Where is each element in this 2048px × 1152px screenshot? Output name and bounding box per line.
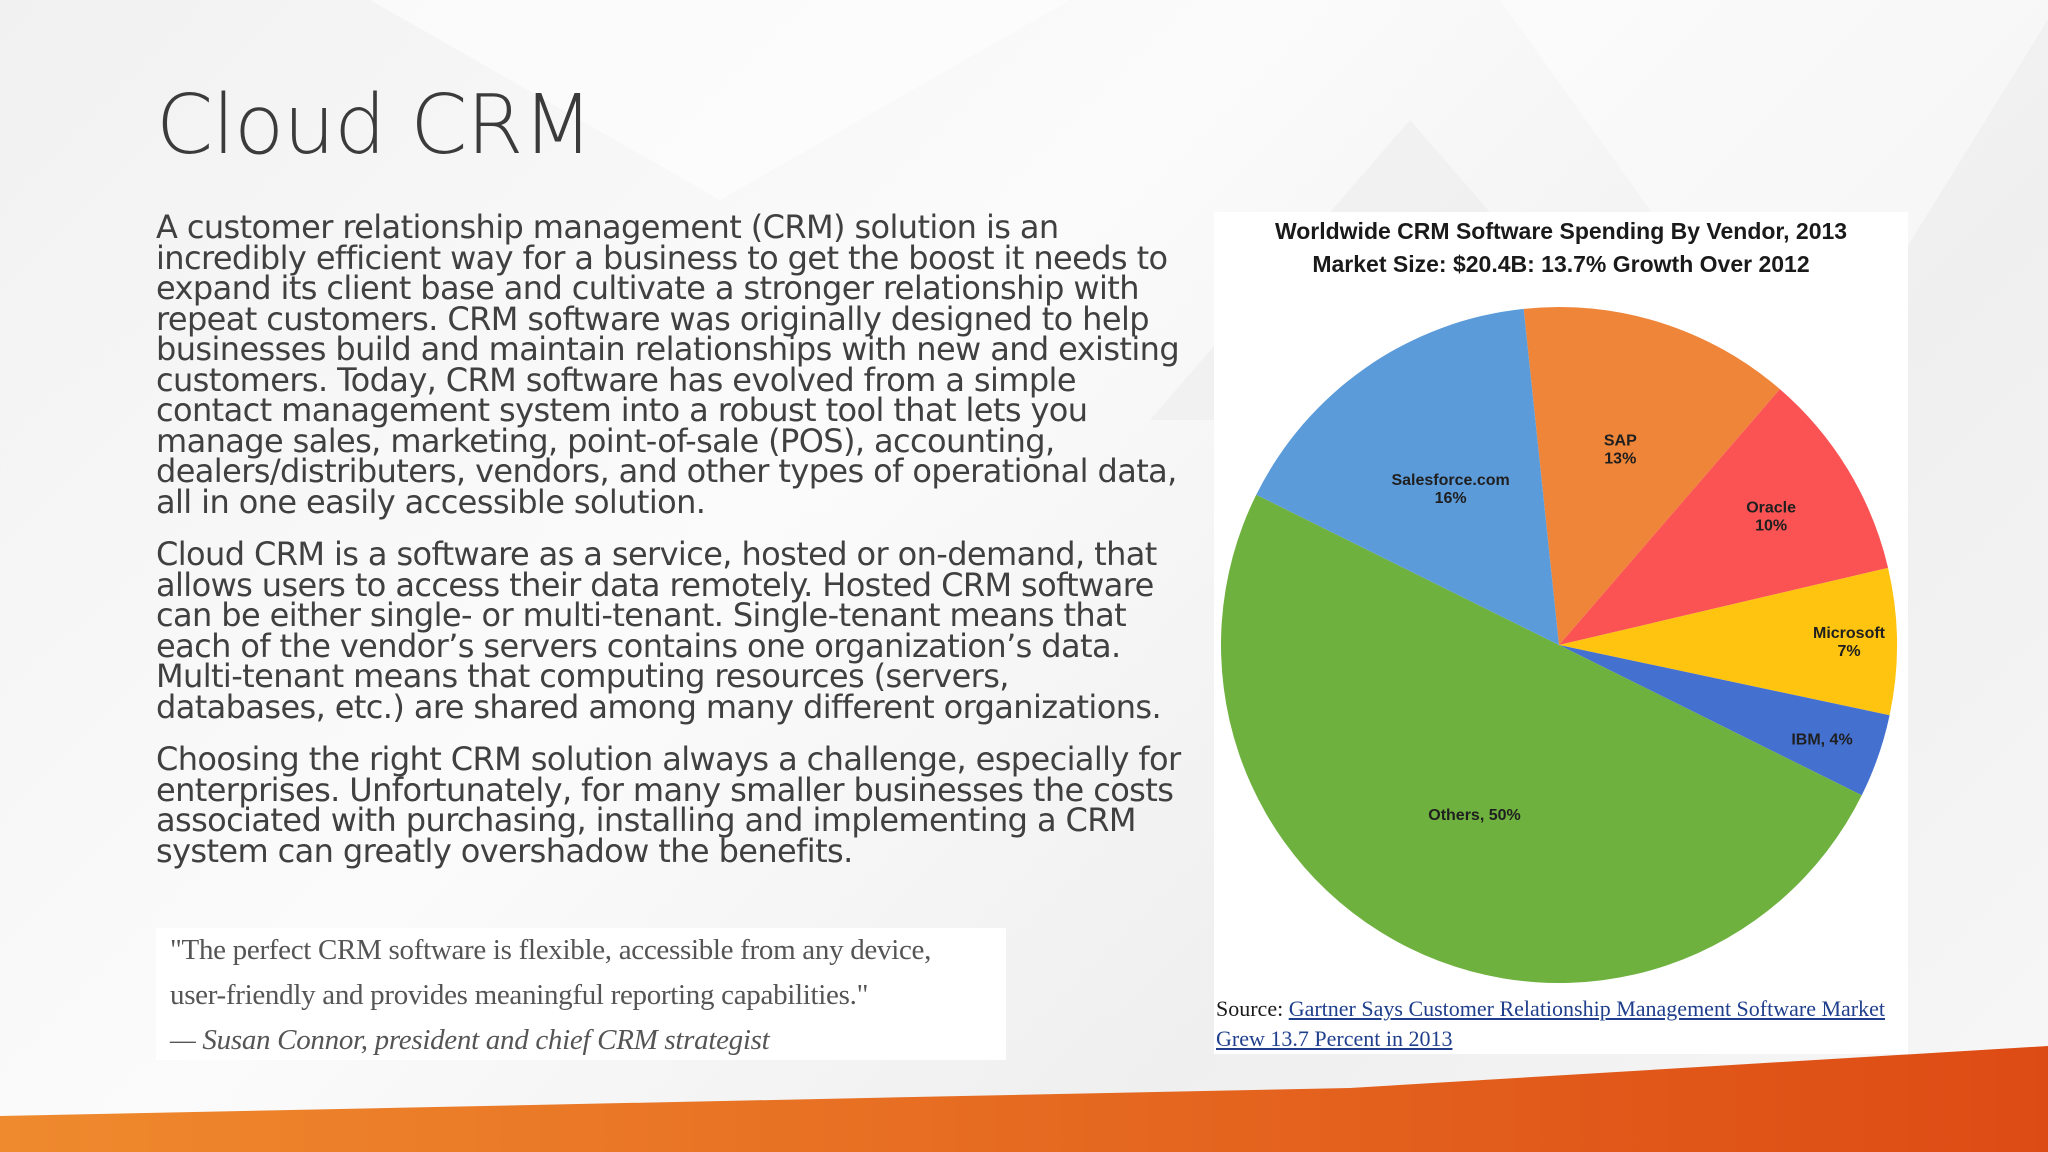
source-prefix: Source:	[1216, 996, 1289, 1021]
paragraph-cloud-crm: Cloud CRM is a software as a service, ho…	[156, 535, 1162, 726]
pie-slice-salesforce	[1256, 308, 1559, 645]
pie-chart: SAP 13% Oracle 10% Microsoft 7% IBM, 4% Others,…	[1220, 306, 1897, 984]
pie-slice-oracle	[1559, 389, 1889, 645]
pie-slice-sap	[1523, 306, 1780, 645]
pie-slice-microsoft	[1559, 567, 1897, 716]
body-text: A customer relationship management (CRM)…	[156, 208, 1182, 888]
paragraph-crm-intro: A customer relationship management (CRM)…	[156, 208, 1180, 521]
pie-label-ibm: IBM, 4%	[1791, 731, 1852, 748]
pie-label-microsoft: Microsoft 7%	[1813, 625, 1886, 660]
source-link[interactable]: Gartner Says Customer Relationship Manag…	[1216, 996, 1886, 1051]
pie-slice-ibm	[1559, 645, 1890, 796]
pie-label-oracle: Oracle 10%	[1746, 500, 1796, 535]
quote-attribution: — Susan Connor, president and chief CRM …	[170, 1024, 770, 1056]
pie-label-others: Others, 50%	[1428, 807, 1520, 824]
chart-panel: Worldwide CRM Software Spending By Vendo…	[1214, 212, 1908, 1054]
pie-label-salesforce: Salesforce.com 16%	[1391, 472, 1509, 507]
quote-line-2: user-friendly and provides meaningful re…	[170, 979, 869, 1011]
quote-line-1: "The perfect CRM software is flexible, a…	[170, 934, 932, 966]
paragraph-choosing-crm: Choosing the right CRM solution always a…	[156, 740, 1181, 870]
slide-title: Cloud CRM	[156, 78, 593, 173]
quote-box: "The perfect CRM software is flexible, a…	[156, 928, 1006, 1060]
source-citation: Source: Gartner Says Customer Relationsh…	[1216, 994, 1908, 1054]
pie-slice-others	[1220, 494, 1862, 984]
chart-title: Worldwide CRM Software Spending By Vendo…	[1274, 218, 1848, 244]
chart-subtitle: Market Size: $20.4B: 13.7% Growth Over 2…	[1312, 251, 1810, 277]
pie-label-sap: SAP 13%	[1604, 432, 1637, 467]
